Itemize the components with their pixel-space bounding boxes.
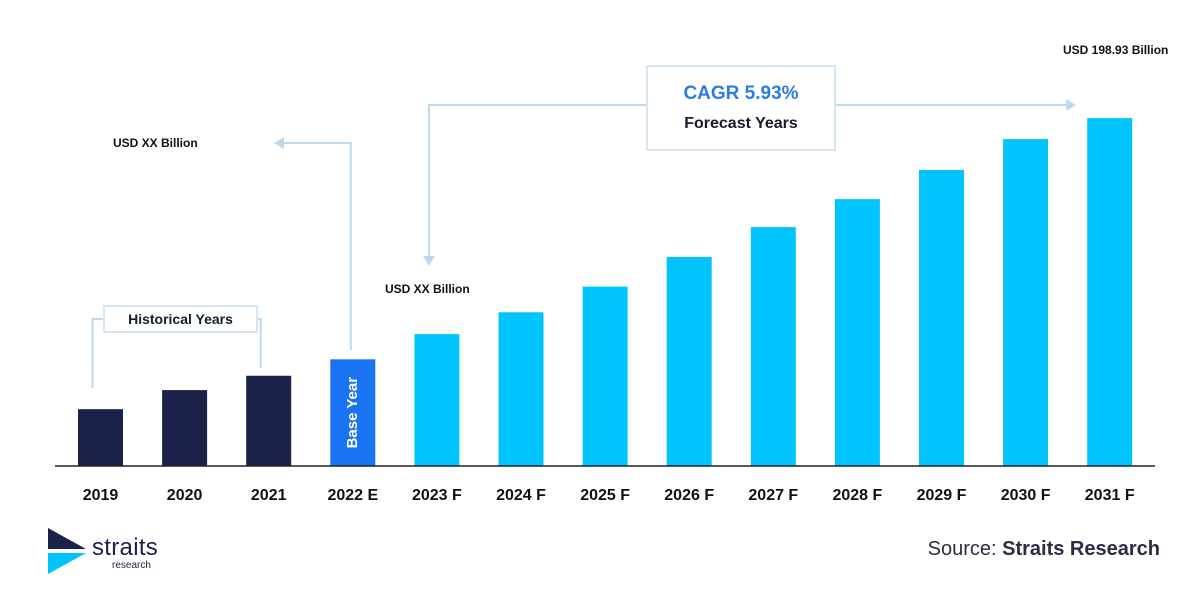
cagr-box: CAGR 5.93% Forecast Years (646, 65, 836, 151)
logo-chevron-icon (48, 528, 86, 574)
x-tick-label: 2022 E (327, 487, 378, 504)
bar-2028-f (834, 199, 880, 466)
x-tick-label: 2021 (251, 487, 287, 504)
forecast-start-value-label: USD XX Billion (385, 282, 470, 296)
base-year-label: Base Year (344, 377, 361, 449)
logo-subtitle: research (112, 560, 151, 571)
bar-2027-f (750, 227, 796, 466)
x-tick-label: 2024 F (496, 487, 546, 504)
x-tick-label: 2028 F (832, 487, 882, 504)
bar-2023-f (414, 334, 460, 466)
x-tick-label: 2026 F (664, 487, 714, 504)
source-name: Straits Research (1002, 538, 1160, 560)
bar-2031-f (1087, 118, 1133, 466)
bar-2022-e (330, 359, 376, 466)
bar-2024-f (498, 312, 544, 466)
x-tick-label: 2027 F (748, 487, 798, 504)
bars-group: Base Year (78, 118, 1133, 466)
right-arrow-icon (1066, 99, 1076, 111)
logo-name: straits (92, 534, 159, 561)
bar-2020 (162, 390, 208, 466)
straits-logo: straits research (46, 528, 158, 574)
bar-2030-f (1003, 139, 1049, 466)
x-tick-label: 2030 F (1001, 487, 1051, 504)
annotation-connectors (91, 99, 1076, 388)
bar-2025-f (582, 286, 628, 466)
x-tick-labels: 2019 2020 2021 2022 E 2023 F 2024 F 2025 F 2026… (83, 487, 1135, 504)
forecast-years-label: Forecast Years (684, 115, 798, 132)
x-tick-label: 2031 F (1085, 487, 1135, 504)
forecast-connector-left (428, 104, 646, 258)
x-tick-label: 2020 (167, 487, 203, 504)
down-arrow-icon (423, 256, 435, 266)
x-tick-label: 2029 F (917, 487, 967, 504)
bar-2021 (246, 375, 292, 466)
bar-2029-f (919, 169, 964, 466)
cagr-value: CAGR 5.93% (683, 83, 799, 104)
bar-2026-f (666, 257, 712, 466)
source-credit: Source: Straits Research (928, 538, 1160, 561)
start-value-label: USD XX Billion (113, 136, 198, 150)
historical-bracket-left (91, 318, 103, 388)
end-value-label: USD 198.93 Billion (1063, 43, 1169, 57)
left-arrow-icon (274, 137, 284, 149)
x-tick-label: 2023 F (412, 487, 462, 504)
historical-years-label: Historical Years (103, 305, 258, 333)
bar-2019 (78, 409, 123, 466)
source-prefix: Source: (927, 538, 997, 560)
x-tick-label: 2025 F (580, 487, 630, 504)
base-year-connector (282, 142, 352, 350)
historical-bracket-right (258, 318, 262, 368)
x-tick-label: 2019 (83, 487, 119, 504)
